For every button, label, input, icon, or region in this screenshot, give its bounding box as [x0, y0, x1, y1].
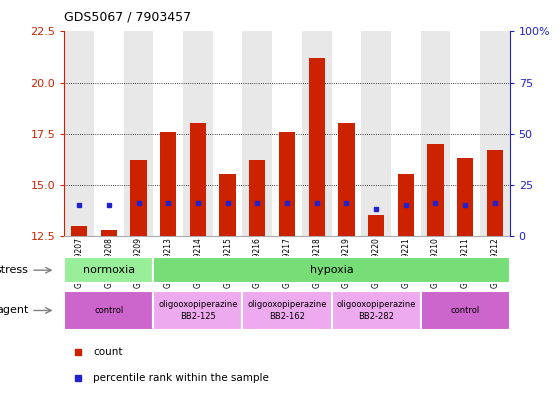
- Bar: [64, 31, 94, 236]
- Bar: [190, 123, 206, 236]
- Text: normoxia: normoxia: [83, 265, 135, 275]
- Bar: [160, 132, 176, 236]
- Bar: [421, 291, 510, 330]
- Text: oligooxopiperazine
BB2-162: oligooxopiperazine BB2-162: [248, 300, 326, 321]
- Text: percentile rank within the sample: percentile rank within the sample: [94, 373, 269, 383]
- Text: oligooxopiperazine
BB2-282: oligooxopiperazine BB2-282: [337, 300, 416, 321]
- Bar: [124, 31, 153, 236]
- Bar: [183, 31, 213, 236]
- Bar: [302, 31, 332, 236]
- Bar: [332, 31, 361, 236]
- Bar: [309, 58, 325, 236]
- Bar: [398, 174, 414, 236]
- Bar: [450, 31, 480, 236]
- Text: count: count: [94, 347, 123, 357]
- Bar: [94, 31, 124, 236]
- Bar: [279, 132, 295, 236]
- Bar: [101, 230, 117, 236]
- Text: control: control: [94, 306, 124, 315]
- Bar: [421, 31, 450, 236]
- Text: GDS5067 / 7903457: GDS5067 / 7903457: [64, 10, 192, 23]
- Bar: [153, 31, 183, 236]
- Text: stress: stress: [0, 265, 29, 275]
- Text: oligooxopiperazine
BB2-125: oligooxopiperazine BB2-125: [158, 300, 237, 321]
- Bar: [242, 291, 332, 330]
- Bar: [220, 174, 236, 236]
- Bar: [130, 160, 147, 236]
- Bar: [361, 31, 391, 236]
- Bar: [480, 31, 510, 236]
- Bar: [153, 257, 510, 283]
- Bar: [391, 31, 421, 236]
- Text: hypoxia: hypoxia: [310, 265, 353, 275]
- Bar: [71, 226, 87, 236]
- Bar: [64, 291, 153, 330]
- Bar: [332, 291, 421, 330]
- Bar: [153, 291, 242, 330]
- Bar: [213, 31, 242, 236]
- Bar: [368, 215, 384, 236]
- Text: agent: agent: [0, 305, 29, 316]
- Bar: [338, 123, 354, 236]
- Bar: [487, 150, 503, 236]
- Bar: [272, 31, 302, 236]
- Bar: [427, 144, 444, 236]
- Text: control: control: [450, 306, 480, 315]
- Bar: [242, 31, 272, 236]
- Bar: [64, 257, 153, 283]
- Bar: [249, 160, 265, 236]
- Bar: [457, 158, 473, 236]
